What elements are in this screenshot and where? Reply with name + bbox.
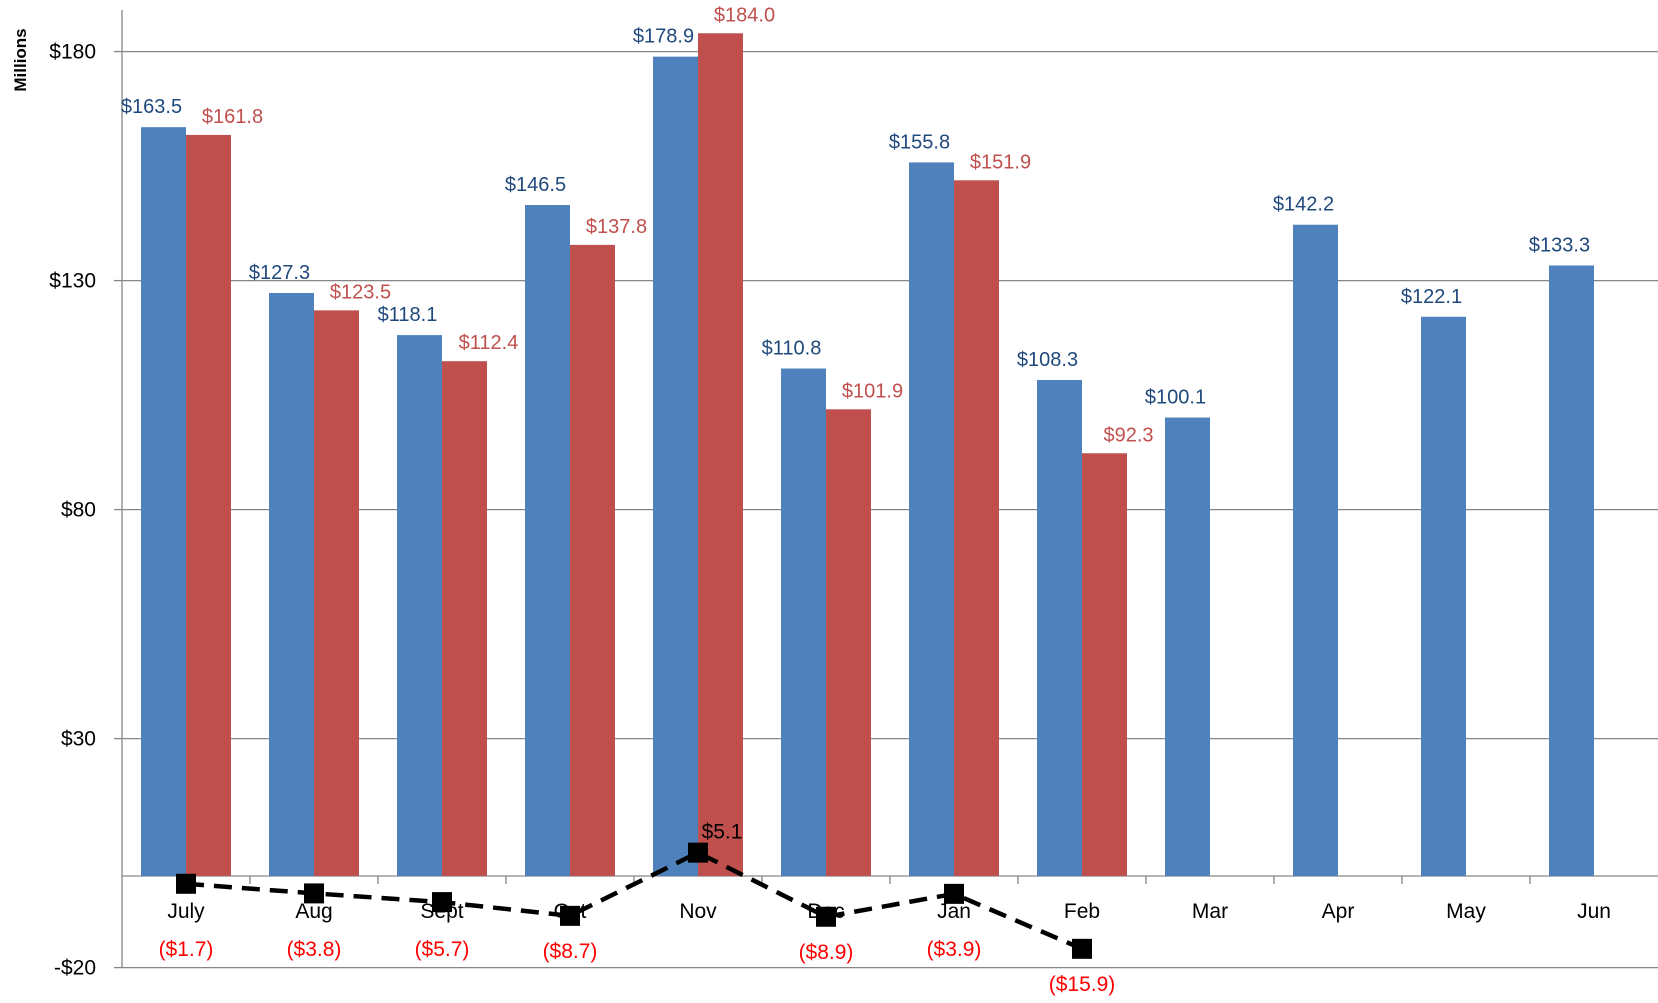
- bar-series1-sept: [397, 335, 442, 876]
- bar-series1-mar: [1165, 418, 1210, 876]
- bar-series2-nov: [698, 33, 743, 876]
- bar-label-series1-may: $122.1: [1401, 286, 1462, 308]
- bar-label-series1-jun: $133.3: [1529, 234, 1590, 256]
- bar-series2-sept: [442, 361, 487, 876]
- x-tick-label-oct: Oct: [554, 900, 587, 923]
- bar-series1-may: [1421, 317, 1466, 876]
- difference-label-aug: ($3.8): [287, 938, 342, 961]
- y-tick-labels: $180 $130 $80 $30 -$20: [49, 41, 96, 980]
- bar-label-series2-jan: $151.9: [970, 151, 1031, 173]
- bar-label-series1-dec: $110.8: [762, 338, 822, 360]
- difference-marker-july: [176, 874, 196, 894]
- y-tick-label: $180: [49, 41, 96, 64]
- x-tick-label-nov: Nov: [679, 900, 717, 923]
- x-tick-label-july: July: [167, 900, 205, 923]
- bar-label-series1-july: $163.5: [121, 96, 182, 118]
- bar-label-series1-aug: $127.3: [249, 262, 310, 284]
- difference-label-jan: ($3.9): [927, 938, 982, 961]
- difference-label-sept: ($5.7): [415, 938, 470, 961]
- bar-series1-oct: [525, 205, 570, 876]
- difference-marker-nov: [688, 843, 708, 863]
- x-tick-label-jan: Jan: [937, 900, 971, 923]
- bar-label-series1-jan: $155.8: [889, 131, 950, 153]
- x-tick-label-jun: Jun: [1577, 900, 1611, 923]
- bar-label-series2-sept: $112.4: [459, 332, 519, 354]
- x-tick-label-feb: Feb: [1064, 900, 1100, 923]
- x-tick-label-dec: Dec: [807, 900, 844, 923]
- x-tick-label-aug: Aug: [295, 900, 332, 923]
- bar-series2-oct: [570, 245, 615, 876]
- bars: [141, 33, 1594, 876]
- bar-series2-aug: [314, 310, 359, 876]
- bar-label-series2-aug: $123.5: [330, 281, 391, 303]
- bar-series1-nov: [653, 57, 698, 876]
- bar-label-series2-dec: $101.9: [842, 380, 903, 402]
- y-tick-label: $80: [61, 499, 96, 522]
- x-tick-label-apr: Apr: [1322, 900, 1355, 923]
- bar-label-series2-feb: $92.3: [1103, 424, 1153, 446]
- difference-label-feb: ($15.9): [1049, 973, 1116, 996]
- difference-label-oct: ($8.7): [543, 940, 598, 963]
- bar-series1-dec: [781, 369, 826, 876]
- bar-label-series1-nov: $178.9: [633, 26, 694, 48]
- bar-series1-jan: [909, 162, 954, 876]
- x-tick-label-may: May: [1446, 900, 1486, 923]
- y-axis-label: Millions: [11, 28, 30, 91]
- bar-label-series2-july: $161.8: [202, 106, 263, 128]
- y-tick-label: $30: [61, 728, 96, 751]
- difference-label-dec: ($8.9): [799, 941, 854, 964]
- bar-series2-july: [186, 135, 231, 876]
- x-tick-label-sept: Sept: [420, 900, 463, 923]
- bar-series2-jan: [954, 180, 999, 876]
- bar-series2-feb: [1082, 453, 1127, 876]
- x-tick-label-mar: Mar: [1192, 900, 1228, 923]
- bar-series1-july: [141, 127, 186, 876]
- y-tick-label: $130: [49, 270, 96, 293]
- bar-series1-apr: [1293, 225, 1338, 876]
- bar-series2-dec: [826, 409, 871, 876]
- difference-label-nov: $5.1: [702, 821, 743, 844]
- bar-series1-feb: [1037, 380, 1082, 876]
- bar-series1-aug: [269, 293, 314, 876]
- difference-label-july: ($1.7): [159, 938, 214, 961]
- bar-label-series1-apr: $142.2: [1273, 194, 1334, 216]
- bar-series1-jun: [1549, 265, 1594, 876]
- bar-label-series1-feb: $108.3: [1017, 349, 1078, 371]
- y-tick-label: -$20: [54, 957, 96, 980]
- difference-marker-feb: [1072, 939, 1092, 959]
- bar-label-series1-sept: $118.1: [378, 304, 438, 326]
- bar-label-series1-oct: $146.5: [505, 174, 566, 196]
- bar-label-series2-oct: $137.8: [586, 216, 647, 238]
- bar-label-series1-mar: $100.1: [1145, 387, 1206, 409]
- bar-label-series2-nov: $184.0: [714, 4, 775, 26]
